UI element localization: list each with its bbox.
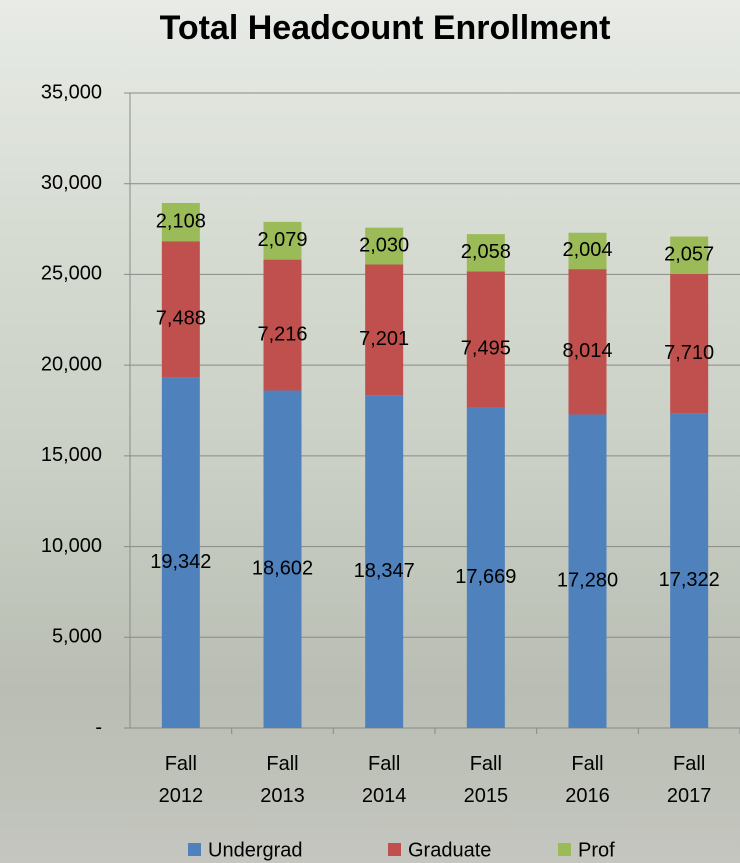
y-tick-label: 10,000 xyxy=(41,535,102,557)
x-tick-label: Fall 2016 xyxy=(565,753,610,807)
data-label: 18,602 xyxy=(252,558,313,580)
data-label: 7,201 xyxy=(359,328,409,350)
bar-segment xyxy=(568,232,607,270)
y-tick-label: 30,000 xyxy=(41,172,102,194)
y-tick-label: 25,000 xyxy=(41,263,102,285)
data-label: 7,488 xyxy=(156,307,206,329)
bar-segment xyxy=(568,269,607,415)
bar-segment xyxy=(161,241,200,378)
data-label: 18,347 xyxy=(354,560,415,582)
y-tick-label: 35,000 xyxy=(41,81,102,103)
y-tick-label: 5,000 xyxy=(52,626,102,648)
bar-segment xyxy=(263,221,302,260)
data-label: 17,280 xyxy=(557,570,618,592)
data-label: 17,669 xyxy=(455,566,516,588)
data-label: 7,495 xyxy=(461,338,511,360)
bar-segment xyxy=(568,414,607,728)
data-label: 8,014 xyxy=(562,340,612,362)
x-tick-label: Fall 2017 xyxy=(666,753,712,807)
data-label: 2,108 xyxy=(156,210,206,232)
legend-swatch xyxy=(558,843,571,856)
bar-segment xyxy=(466,234,505,272)
legend-label: Graduate xyxy=(408,839,491,861)
data-label: 7,216 xyxy=(257,323,307,345)
y-tick-label: 15,000 xyxy=(41,444,102,466)
bar-segment xyxy=(365,264,404,396)
bar-segment xyxy=(365,227,404,265)
bar-segment xyxy=(161,202,200,242)
legend-label: Undergrad xyxy=(208,839,303,861)
legend-swatch xyxy=(188,843,201,856)
bar-segment xyxy=(670,273,709,414)
data-label: 2,004 xyxy=(562,239,612,261)
data-label: 2,079 xyxy=(257,229,307,251)
data-label: 7,710 xyxy=(664,342,714,364)
data-label: 2,057 xyxy=(664,243,714,265)
bar-segment xyxy=(161,377,200,728)
x-tick-label: Fall 2015 xyxy=(463,753,509,807)
bar-segment xyxy=(263,259,302,391)
y-tick-label: 20,000 xyxy=(41,353,102,375)
data-label: 19,342 xyxy=(150,551,211,573)
data-label: 2,030 xyxy=(359,234,409,256)
legend-swatch xyxy=(388,843,401,856)
x-tick-label: Fall 2012 xyxy=(158,753,204,807)
data-label: 17,322 xyxy=(659,569,720,591)
bar-segment xyxy=(466,271,505,408)
chart-title: Total Headcount Enrollment xyxy=(160,9,611,47)
x-tick-label: Fall 2014 xyxy=(361,753,407,807)
bar-segment xyxy=(466,407,505,728)
bar-segment xyxy=(263,390,302,728)
bar-segment xyxy=(670,413,709,728)
x-tick-label: Fall 2013 xyxy=(260,753,305,807)
legend-label: Prof xyxy=(578,839,615,861)
bar-segment xyxy=(365,395,404,728)
data-label: 2,058 xyxy=(461,241,511,263)
y-tick-label: - xyxy=(95,716,102,738)
bar-segment xyxy=(670,236,709,274)
